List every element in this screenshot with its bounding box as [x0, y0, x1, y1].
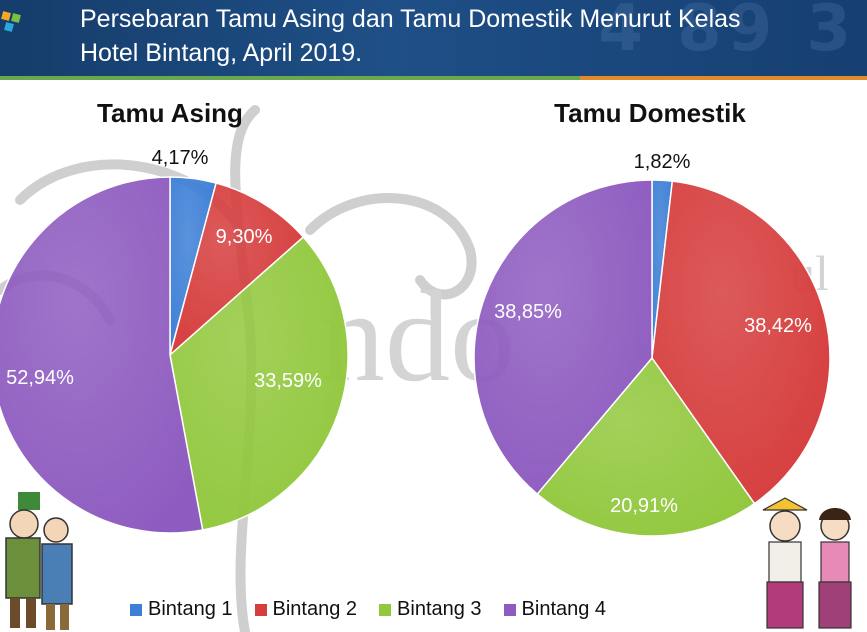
pie-data-label: 38,85% — [494, 301, 562, 323]
chart-title-tamu-asing: Tamu Asing — [97, 98, 243, 128]
pie-data-label: 38,42% — [744, 315, 812, 337]
legend-item-bintang-4: Bintang 4 — [503, 598, 607, 621]
cartoon-figures-left — [5, 492, 73, 630]
chart-title-tamu-domestik: Tamu Domestik — [554, 98, 746, 128]
header-decoration: 4 89 3 — [598, 0, 857, 66]
pie-slice-bintang-4 — [0, 176, 204, 534]
chart-legend: Bintang 1 Bintang 2 Bintang 3 Bintang 4 — [130, 598, 606, 621]
pie-data-label: 4,17% — [152, 147, 209, 169]
legend-label-bintang-3: Bintang 3 — [397, 598, 482, 620]
pie-tamu-domestik — [473, 179, 831, 537]
pie-slice-bintang-4 — [473, 179, 653, 496]
legend-label-bintang-1: Bintang 1 — [148, 598, 233, 620]
legend-swatch-bintang-1 — [130, 603, 142, 616]
legend-swatch-bintang-3 — [379, 603, 392, 616]
cartoon-figures-right — [762, 497, 852, 629]
pie-slice-bintang-2 — [651, 180, 831, 505]
pie-slice-bintang-2 — [168, 182, 305, 358]
legend-swatch-bintang-4 — [503, 603, 516, 616]
pie-tamu-asing — [0, 176, 349, 534]
pie-data-label: 9,30% — [216, 226, 273, 248]
legend-item-bintang-3: Bintang 3 — [379, 598, 482, 621]
legend-swatch-bintang-2 — [254, 603, 267, 616]
pie-slice-bintang-3 — [169, 235, 349, 531]
legend-item-bintang-1: Bintang 1 — [130, 598, 233, 621]
page-title-line-2: Hotel Bintang, April 2019. — [80, 39, 363, 67]
pie-slice-bintang-3 — [536, 356, 756, 537]
pie-data-label: 1,82% — [634, 151, 691, 173]
legend-item-bintang-2: Bintang 2 — [254, 598, 358, 621]
header-banner: 4 89 3 Persebaran Tamu Asing dan Tamu Do… — [0, 0, 867, 76]
bps-logo-icon — [1, 11, 21, 32]
pie-data-label: 33,59% — [254, 370, 322, 392]
page-title-line-1: Persebaran Tamu Asing dan Tamu Domestik … — [80, 5, 741, 33]
page-title: Persebaran Tamu Asing dan Tamu Domestik … — [80, 2, 780, 70]
pie-data-label: 20,91% — [610, 495, 678, 517]
legend-label-bintang-2: Bintang 2 — [272, 598, 358, 620]
pie-data-label: 52,94% — [6, 367, 74, 389]
header-strip-green — [0, 76, 580, 80]
legend-label-bintang-4: Bintang 4 — [521, 598, 607, 620]
header-strip-orange — [580, 76, 867, 80]
